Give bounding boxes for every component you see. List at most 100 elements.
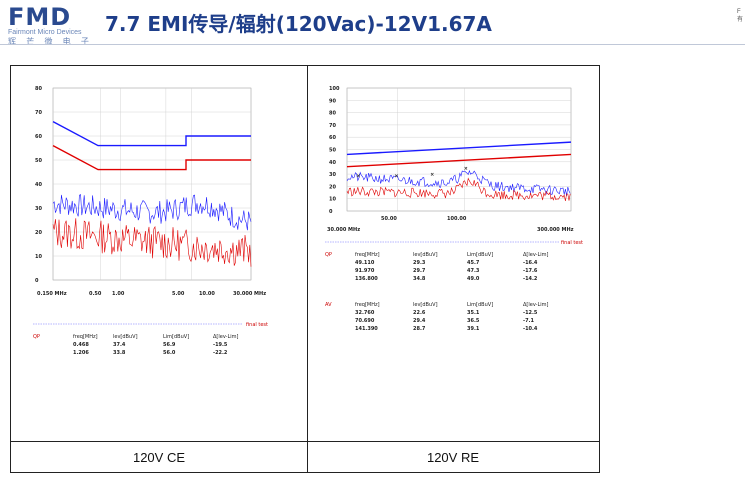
re-result-table: QP freq[MHz] lev[dBuV] Lim[dBuV] Δ[lev-Lim] 4… (325, 252, 549, 332)
re-av-limit-line (346, 153, 572, 168)
ce-x-tick: 30.000 MHz (233, 291, 266, 297)
re-x-tick: 300.000 MHz (537, 227, 574, 233)
re-x-tick: 100.00 (447, 216, 467, 222)
re-qp-cell: 29.3 (413, 260, 426, 266)
re-av-cell: 28.7 (413, 326, 426, 332)
ce-qp-cell: 1.206 (73, 350, 89, 356)
re-y-tick: 40 (329, 160, 336, 166)
ce-final-label: final test (246, 322, 268, 328)
ce-y-tick: 0 (35, 278, 39, 284)
re-y-tick: 0 (329, 209, 333, 215)
re-av-cell: 35.1 (467, 310, 480, 316)
header-divider (0, 44, 745, 45)
ce-qp-cell: 56.0 (163, 350, 176, 356)
re-y-tick: 70 (329, 123, 336, 129)
re-av-cell: -12.5 (523, 310, 538, 316)
re-qp-cell: 91.970 (355, 268, 375, 274)
re-av-tag: AV (325, 302, 332, 308)
re-peak-marker: × (394, 173, 398, 179)
re-av-header: lev[dBuV] (413, 302, 438, 308)
ce-x-tick: 5.00 (172, 291, 185, 297)
re-caption-row: 120V RE (307, 441, 599, 473)
ce-x-tick: 0.50 (89, 291, 102, 297)
ce-axis-labels: 80 70 60 50 40 30 20 10 0 0.150 MHz 0.50 1.00 5.00 10… (35, 86, 266, 297)
re-cell: × × × × final test 100 90 80 70 60 50 40 30 20 10 0 30.… (307, 66, 599, 472)
re-qp-trace (346, 169, 571, 196)
ce-traces: final test (33, 120, 268, 328)
re-qp-cell: 45.7 (467, 260, 480, 266)
re-qp-cell: 136.800 (355, 276, 378, 282)
re-peak-marker: × (356, 173, 360, 179)
re-x-tick: 30.000 MHz (327, 227, 360, 233)
re-av-header: Lim[dBuV] (467, 302, 493, 308)
re-qp-cell: 49.0 (467, 276, 480, 282)
re-y-tick: 90 (329, 98, 336, 104)
re-traces: × × × × final test (325, 141, 583, 246)
corner-text: F 有 (737, 8, 743, 24)
ce-y-tick: 30 (35, 206, 42, 212)
results-table: final test 80 70 60 50 40 30 20 10 0 0.150 MHz 0.5… (10, 65, 600, 473)
re-av-cell: 29.4 (413, 318, 426, 324)
re-av-cell: -7.1 (523, 318, 534, 324)
re-av-header: freq[MHz] (355, 302, 380, 308)
ce-cell: final test 80 70 60 50 40 30 20 10 0 0.150 MHz 0.5… (11, 66, 308, 472)
re-av-cell: 36.5 (467, 318, 480, 324)
ce-caption-row: 120V CE (11, 441, 307, 473)
re-qp-tag: QP (325, 252, 332, 258)
re-qp-header: Δ[lev-Lim] (523, 252, 549, 258)
ce-qp-cell: 56.9 (163, 342, 176, 348)
re-x-tick: 50.00 (381, 216, 397, 222)
re-peak-marker: × (464, 166, 468, 172)
ce-qp-limit-line (52, 120, 251, 147)
re-av-cell: 141.390 (355, 326, 378, 332)
re-av-cell: 32.760 (355, 310, 375, 316)
ce-qp-header: Lim[dBuV] (163, 334, 189, 340)
ce-qp-tag: QP (33, 334, 40, 340)
re-qp-header: freq[MHz] (355, 252, 380, 258)
re-y-tick: 80 (329, 111, 336, 117)
re-qp-header: lev[dBuV] (413, 252, 438, 258)
corner-text-top: F (736, 9, 741, 15)
re-y-tick: 20 (329, 184, 336, 190)
re-qp-cell: 47.3 (467, 268, 480, 274)
ce-x-tick: 0.150 MHz (37, 291, 67, 297)
ce-y-tick: 10 (35, 254, 42, 260)
ce-result-table: QP freq[MHz] lev[dBuV] Lim[dBuV] Δ[lev-Lim] 0… (33, 334, 239, 356)
re-qp-cell: 34.8 (413, 276, 426, 282)
re-caption: 120V RE (426, 450, 480, 465)
ce-y-tick: 40 (35, 182, 42, 188)
ce-qp-cell: -22.2 (213, 350, 228, 356)
corner-text-bottom: 有 (736, 17, 743, 23)
re-av-cell: 70.690 (355, 318, 375, 324)
logo-text: FMD (8, 3, 72, 31)
ce-qp-header: Δ[lev-Lim] (213, 334, 239, 340)
ce-caption: 120V CE (132, 450, 186, 465)
ce-y-tick: 20 (35, 230, 42, 236)
re-qp-cell: -17.6 (523, 268, 538, 274)
company-logo: FMD Fairmont Micro Devices 辉 芒 微 电 子 (8, 3, 93, 47)
ce-qp-header: freq[MHz] (73, 334, 98, 340)
ce-y-tick: 80 (35, 86, 42, 92)
ce-qp-cell: 33.8 (113, 350, 126, 356)
logo-subtitle: Fairmont Micro Devices (8, 29, 82, 36)
re-qp-cell: -16.4 (523, 260, 538, 266)
ce-y-tick: 70 (35, 110, 42, 116)
ce-y-tick: 60 (35, 134, 42, 140)
re-av-cell: 39.1 (467, 326, 480, 332)
re-qp-header: Lim[dBuV] (467, 252, 493, 258)
re-y-tick: 50 (329, 148, 336, 154)
ce-qp-trace (52, 194, 252, 231)
ce-qp-cell: 0.468 (73, 342, 89, 348)
re-av-header: Δ[lev-Lim] (523, 302, 549, 308)
re-y-tick: 10 (329, 197, 336, 203)
ce-y-tick: 50 (35, 158, 42, 164)
re-peak-marker: × (430, 172, 434, 178)
re-av-cell: -10.4 (523, 326, 538, 332)
re-measurement-plot: × × ××final test 100908070605040302010030.… (325, 86, 583, 332)
re-final-label: final test (561, 240, 583, 246)
re-grid (346, 87, 572, 212)
ce-av-limit-line (52, 144, 251, 171)
re-qp-cell: 29.7 (413, 268, 426, 274)
ce-av-trace (52, 218, 252, 267)
re-y-tick: 100 (329, 86, 340, 92)
